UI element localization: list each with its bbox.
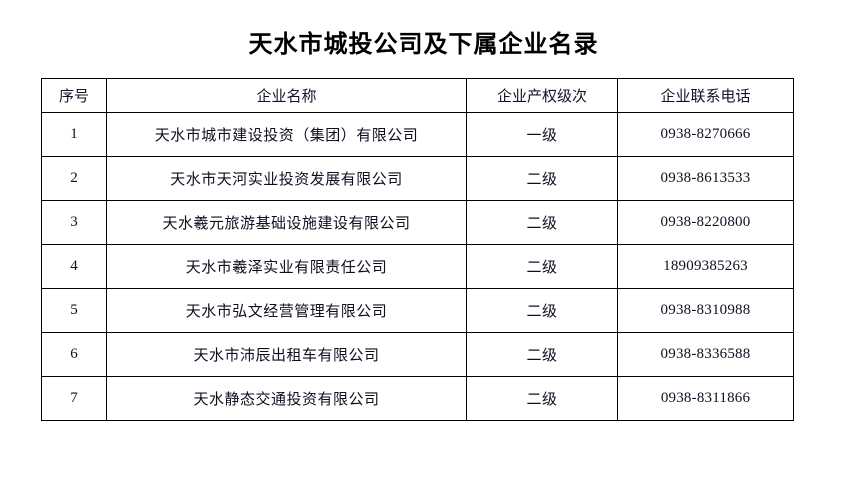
cell-contact-phone: 0938-8613533	[617, 156, 794, 201]
cell-index: 7	[41, 376, 107, 421]
enterprise-listing-table: 序号 企业名称 企业产权级次 企业联系电话 1 天水市城市建设投资（集团）有限公…	[41, 78, 794, 421]
cell-ownership-level: 一级	[466, 112, 618, 157]
cell-ownership-level: 二级	[466, 156, 618, 201]
cell-enterprise-name: 天水市天河实业投资发展有限公司	[106, 156, 467, 201]
cell-contact-phone: 18909385263	[617, 244, 794, 289]
table-header-row: 序号 企业名称 企业产权级次 企业联系电话	[41, 78, 794, 113]
enterprise-listing-table-wrapper: 序号 企业名称 企业产权级次 企业联系电话 1 天水市城市建设投资（集团）有限公…	[41, 78, 794, 421]
cell-enterprise-name: 天水市城市建设投资（集团）有限公司	[106, 112, 467, 157]
table-row: 3 天水羲元旅游基础设施建设有限公司 二级 0938-8220800	[41, 200, 794, 245]
cell-ownership-level: 二级	[466, 376, 618, 421]
cell-ownership-level: 二级	[466, 244, 618, 289]
cell-contact-phone: 0938-8220800	[617, 200, 794, 245]
cell-index: 1	[41, 112, 107, 157]
cell-index: 4	[41, 244, 107, 289]
cell-contact-phone: 0938-8311866	[617, 376, 794, 421]
table-row: 7 天水静态交通投资有限公司 二级 0938-8311866	[41, 376, 794, 421]
column-header-index: 序号	[41, 78, 107, 113]
table-row: 5 天水市弘文经营管理有限公司 二级 0938-8310988	[41, 288, 794, 333]
cell-ownership-level: 二级	[466, 332, 618, 377]
table-body: 1 天水市城市建设投资（集团）有限公司 一级 0938-8270666 2 天水…	[41, 112, 794, 421]
page-title: 天水市城投公司及下属企业名录	[248, 32, 599, 58]
table-row: 1 天水市城市建设投资（集团）有限公司 一级 0938-8270666	[41, 112, 794, 157]
cell-enterprise-name: 天水羲元旅游基础设施建设有限公司	[106, 200, 467, 245]
cell-index: 3	[41, 200, 107, 245]
cell-contact-phone: 0938-8310988	[617, 288, 794, 333]
cell-contact-phone: 0938-8336588	[617, 332, 794, 377]
column-header-name: 企业名称	[106, 78, 467, 113]
cell-index: 2	[41, 156, 107, 201]
table-row: 2 天水市天河实业投资发展有限公司 二级 0938-8613533	[41, 156, 794, 201]
cell-index: 6	[41, 332, 107, 377]
cell-ownership-level: 二级	[466, 200, 618, 245]
cell-enterprise-name: 天水市羲泽实业有限责任公司	[106, 244, 467, 289]
column-header-level: 企业产权级次	[466, 78, 618, 113]
cell-enterprise-name: 天水静态交通投资有限公司	[106, 376, 467, 421]
table-row: 6 天水市沛辰出租车有限公司 二级 0938-8336588	[41, 332, 794, 377]
cell-index: 5	[41, 288, 107, 333]
cell-ownership-level: 二级	[466, 288, 618, 333]
table-row: 4 天水市羲泽实业有限责任公司 二级 18909385263	[41, 244, 794, 289]
cell-enterprise-name: 天水市沛辰出租车有限公司	[106, 332, 467, 377]
column-header-phone: 企业联系电话	[617, 78, 794, 113]
table-header: 序号 企业名称 企业产权级次 企业联系电话	[41, 78, 794, 113]
cell-contact-phone: 0938-8270666	[617, 112, 794, 157]
cell-enterprise-name: 天水市弘文经营管理有限公司	[106, 288, 467, 333]
